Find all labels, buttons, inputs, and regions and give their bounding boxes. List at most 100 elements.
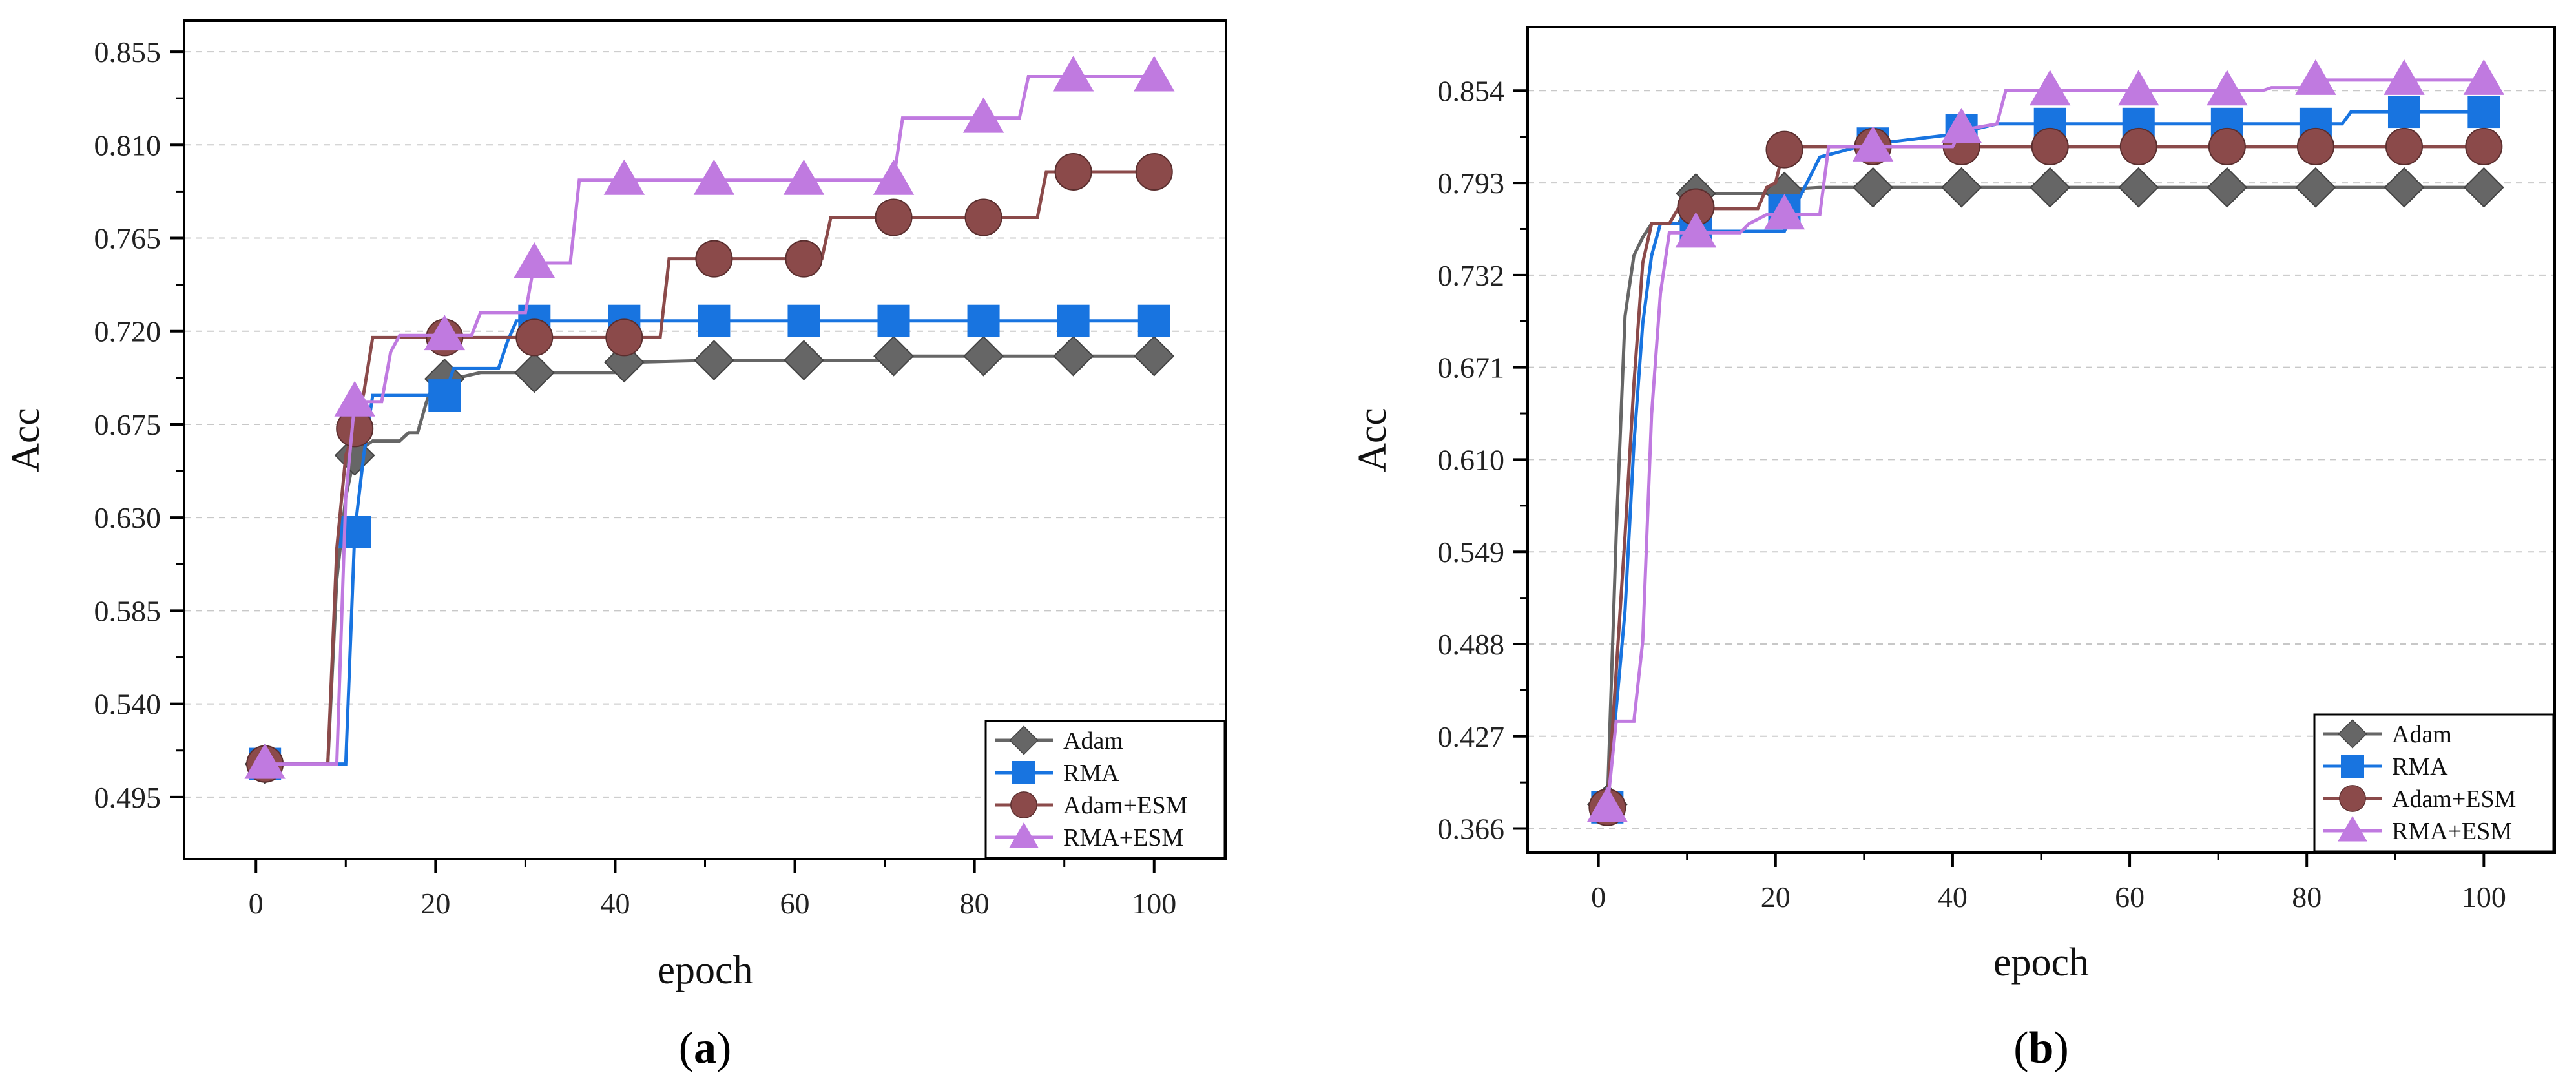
series-line bbox=[265, 319, 1154, 766]
legend-label: RMA bbox=[1063, 760, 1119, 787]
data-point bbox=[514, 242, 556, 278]
data-point bbox=[2207, 167, 2248, 208]
legend-label: Adam bbox=[1063, 727, 1123, 755]
data-point bbox=[2463, 167, 2504, 208]
data-point bbox=[1054, 152, 1092, 191]
data-point bbox=[1940, 107, 1982, 143]
data-point bbox=[1135, 152, 1173, 191]
x-tick-label: 80 bbox=[2292, 881, 2322, 913]
data-point bbox=[2118, 167, 2159, 208]
data-point bbox=[2463, 59, 2505, 95]
series-line bbox=[1605, 110, 2484, 808]
legend-label: RMA bbox=[2392, 753, 2448, 780]
y-tick-label: 0.854 bbox=[1438, 74, 1505, 107]
x-tick-label: 20 bbox=[1761, 881, 1791, 913]
y-tick-label: 0.671 bbox=[1438, 351, 1505, 384]
y-tick-label: 0.549 bbox=[1438, 536, 1505, 568]
series-line bbox=[1605, 145, 2484, 808]
x-tick-label: 20 bbox=[421, 887, 450, 920]
x-tick-label: 40 bbox=[1938, 881, 1968, 913]
series-line bbox=[265, 75, 1154, 766]
data-point bbox=[962, 97, 1004, 133]
data-point bbox=[2031, 127, 2069, 165]
legend-marker bbox=[1012, 761, 1035, 785]
data-point bbox=[515, 318, 554, 357]
data-point bbox=[1853, 167, 1893, 208]
y-tick-label: 0.720 bbox=[94, 315, 161, 348]
legend: Adam RMA Adam+ESM RMA+ESM bbox=[2313, 713, 2555, 853]
data-point bbox=[1765, 130, 1803, 169]
data-point bbox=[2118, 70, 2159, 106]
data-point bbox=[2384, 167, 2425, 208]
data-point bbox=[2387, 96, 2420, 129]
series-adam-esm bbox=[246, 152, 1173, 783]
data-point bbox=[424, 315, 465, 351]
y-tick-label: 0.495 bbox=[94, 781, 161, 814]
x-tick-label: 0 bbox=[1591, 881, 1606, 913]
data-point bbox=[1586, 786, 1628, 822]
data-point bbox=[2030, 167, 2071, 208]
y-tick-label: 0.732 bbox=[1438, 259, 1505, 292]
data-point bbox=[1057, 304, 1090, 337]
panel-label: (a) bbox=[679, 1023, 732, 1073]
legend-label: Adam+ESM bbox=[2392, 786, 2516, 813]
y-tick-label: 0.793 bbox=[1438, 167, 1505, 200]
x-tick-label: 80 bbox=[960, 887, 990, 920]
y-tick-label: 0.675 bbox=[94, 408, 161, 441]
series-line bbox=[1605, 185, 2484, 805]
legend-label: Adam bbox=[2392, 721, 2452, 748]
data-point bbox=[2384, 59, 2425, 95]
y-tick-label: 0.488 bbox=[1438, 628, 1505, 661]
legend-label: RMA+ESM bbox=[1063, 824, 1183, 851]
data-point bbox=[695, 240, 733, 278]
legend-marker bbox=[2340, 754, 2364, 778]
y-tick-label: 0.630 bbox=[94, 501, 161, 534]
series-adam-esm bbox=[1588, 127, 2503, 826]
y-tick-label: 0.366 bbox=[1438, 813, 1505, 846]
data-point bbox=[1137, 304, 1170, 337]
data-point bbox=[1675, 212, 1717, 248]
data-point bbox=[1852, 125, 1894, 162]
legend-marker bbox=[2338, 815, 2367, 842]
legend-marker bbox=[1010, 791, 1037, 818]
data-point bbox=[2385, 127, 2423, 165]
data-point bbox=[1134, 335, 1175, 377]
data-point bbox=[873, 335, 914, 377]
data-point bbox=[875, 198, 913, 236]
data-point bbox=[1052, 56, 1094, 92]
data-point bbox=[428, 379, 461, 412]
data-point bbox=[2119, 127, 2157, 165]
data-point bbox=[2296, 127, 2334, 165]
data-point bbox=[1941, 167, 1982, 208]
data-point bbox=[784, 340, 824, 381]
series-adam bbox=[244, 335, 1175, 784]
data-point bbox=[2208, 127, 2246, 165]
data-point bbox=[873, 159, 915, 195]
data-point bbox=[2207, 70, 2248, 106]
data-point bbox=[877, 304, 910, 337]
data-point bbox=[963, 335, 1004, 377]
data-point bbox=[693, 159, 735, 195]
y-tick-label: 0.810 bbox=[94, 129, 161, 162]
data-point bbox=[1053, 335, 1094, 377]
chart-panel-a: 0.495 0.540 0.585 0.630 0.675 0.720 0.765 0.810… bbox=[4, 19, 1227, 1073]
data-point bbox=[1763, 194, 1805, 230]
series-rma-esm bbox=[244, 56, 1175, 779]
series-line bbox=[1605, 78, 2484, 808]
x-tick-label: 100 bbox=[1132, 887, 1176, 920]
x-axis-title: epoch bbox=[1993, 941, 2089, 985]
data-point bbox=[2295, 167, 2336, 208]
x-tick-label: 60 bbox=[780, 887, 810, 920]
data-point bbox=[698, 304, 731, 337]
data-point bbox=[514, 352, 555, 393]
y-axis-title: Acc bbox=[1351, 408, 1395, 472]
x-tick-label: 40 bbox=[600, 887, 630, 920]
x-tick-label: 100 bbox=[2462, 881, 2506, 913]
legend-label: Adam+ESM bbox=[1063, 792, 1187, 819]
data-point bbox=[244, 743, 286, 779]
y-tick-label: 0.610 bbox=[1438, 443, 1505, 476]
panel-label: (b) bbox=[2013, 1023, 2069, 1073]
x-tick-label: 0 bbox=[249, 887, 264, 920]
y-tick-label: 0.540 bbox=[94, 688, 161, 721]
legend-marker bbox=[2338, 719, 2367, 749]
